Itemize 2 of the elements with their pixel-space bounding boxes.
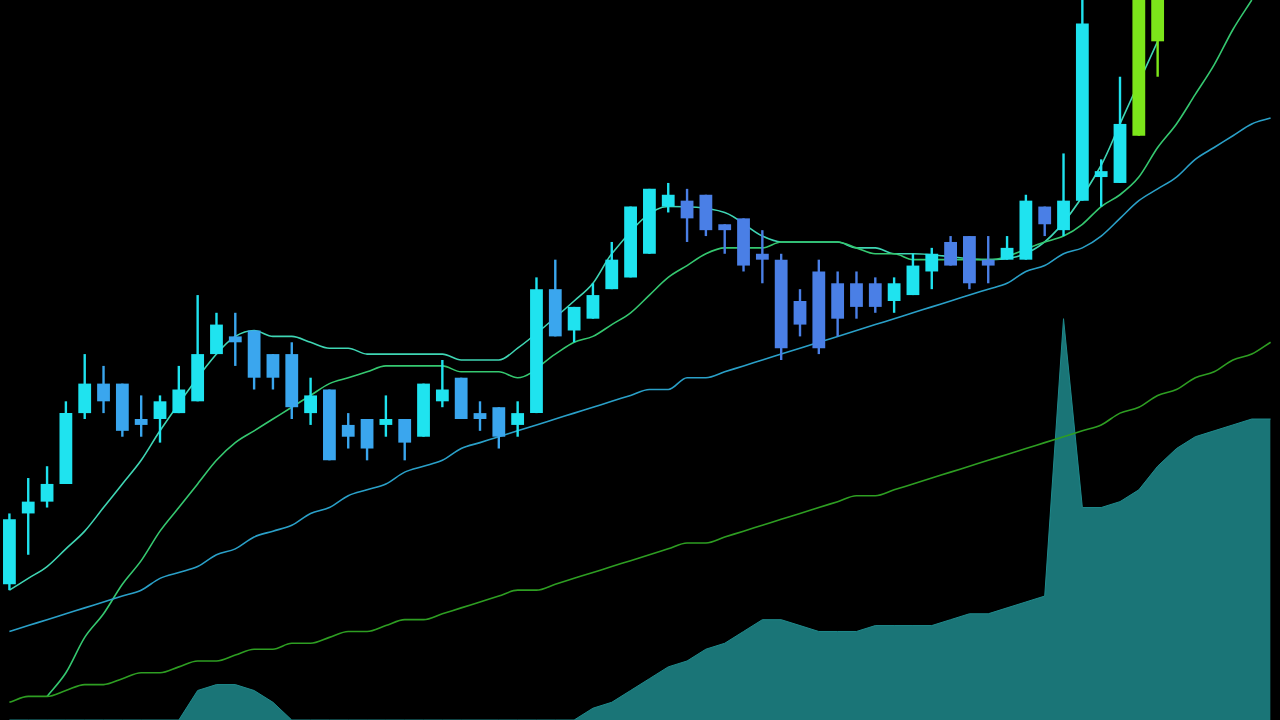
candlestick (755, 230, 769, 284)
candlestick (435, 360, 449, 408)
